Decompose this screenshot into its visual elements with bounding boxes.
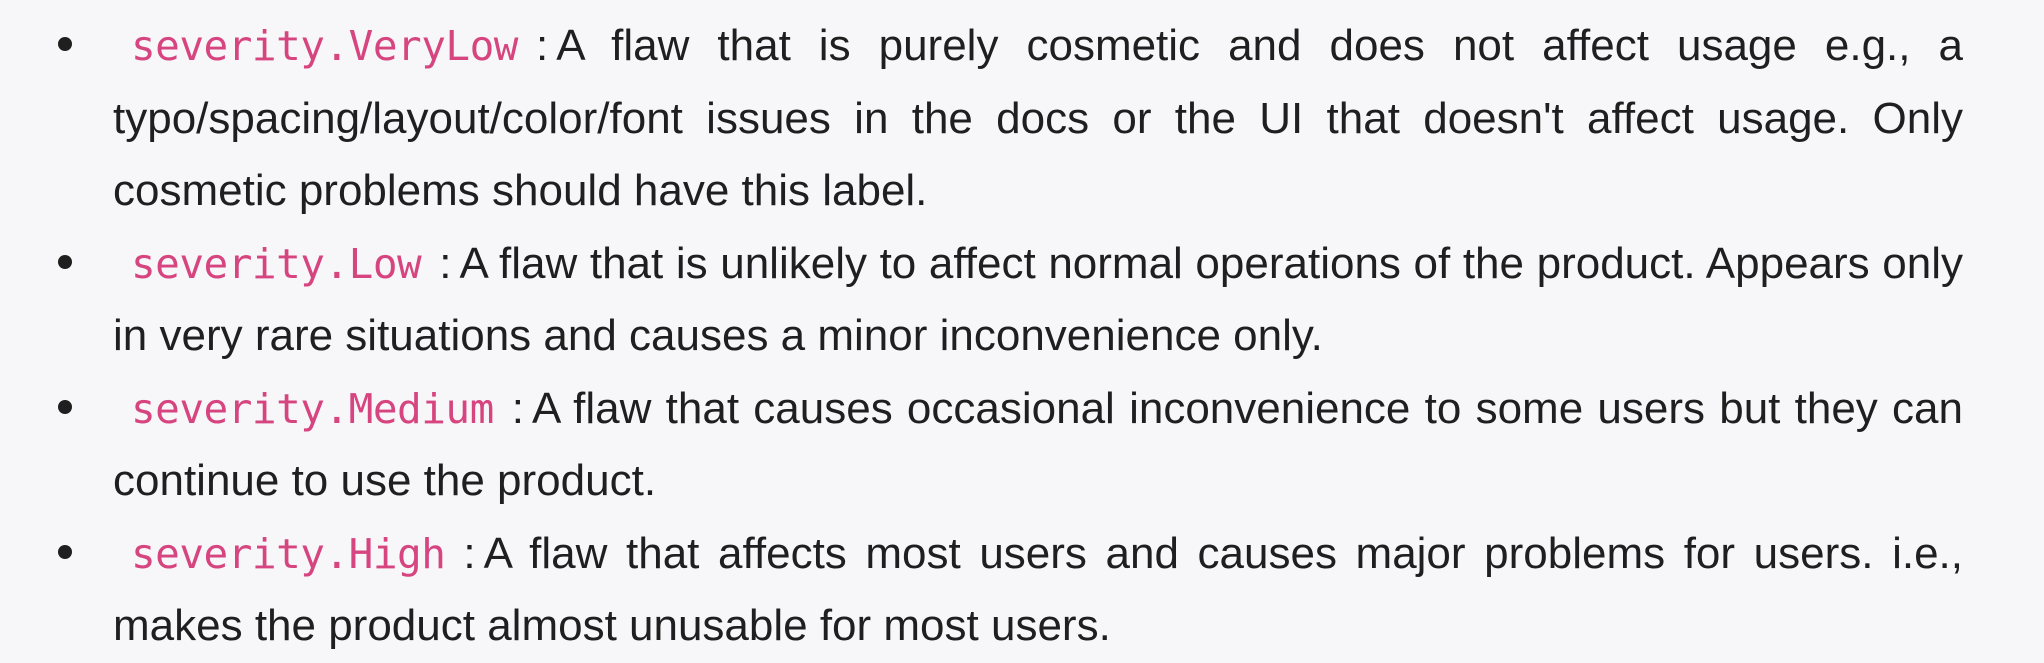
- bullet-icon: [58, 544, 72, 559]
- label-separator: :: [439, 238, 452, 288]
- severity-list: severity.VeryLow: A flaw that is purely c…: [0, 10, 2044, 663]
- severity-description: A flaw that is purely cosmetic and does …: [113, 21, 1963, 215]
- list-item-severity-medium: severity.Medium: A flaw that causes occas…: [0, 373, 1963, 518]
- severity-label-code: severity.Medium: [131, 384, 494, 433]
- severity-label-code: severity.High: [131, 529, 446, 578]
- severity-description: A flaw that is unlikely to affect normal…: [113, 238, 1963, 361]
- severity-description: A flaw that affects most users and cause…: [113, 528, 1963, 651]
- bullet-icon: [58, 399, 72, 414]
- bullet-icon: [58, 37, 72, 51]
- list-item-severity-low: severity.Low: A flaw that is unlikely to …: [0, 228, 1963, 373]
- label-separator: :: [511, 383, 524, 433]
- bullet-icon: [58, 254, 72, 269]
- list-item-severity-verylow: severity.VeryLow: A flaw that is purely c…: [0, 10, 1963, 228]
- label-separator: :: [535, 21, 549, 70]
- severity-description: A flaw that causes occasional inconvenie…: [113, 383, 1963, 506]
- label-separator: :: [463, 528, 476, 578]
- list-item-severity-high: severity.High: A flaw that affects most u…: [0, 518, 1963, 663]
- severity-label-code: severity.VeryLow: [131, 22, 518, 70]
- severity-label-code: severity.Low: [131, 239, 422, 288]
